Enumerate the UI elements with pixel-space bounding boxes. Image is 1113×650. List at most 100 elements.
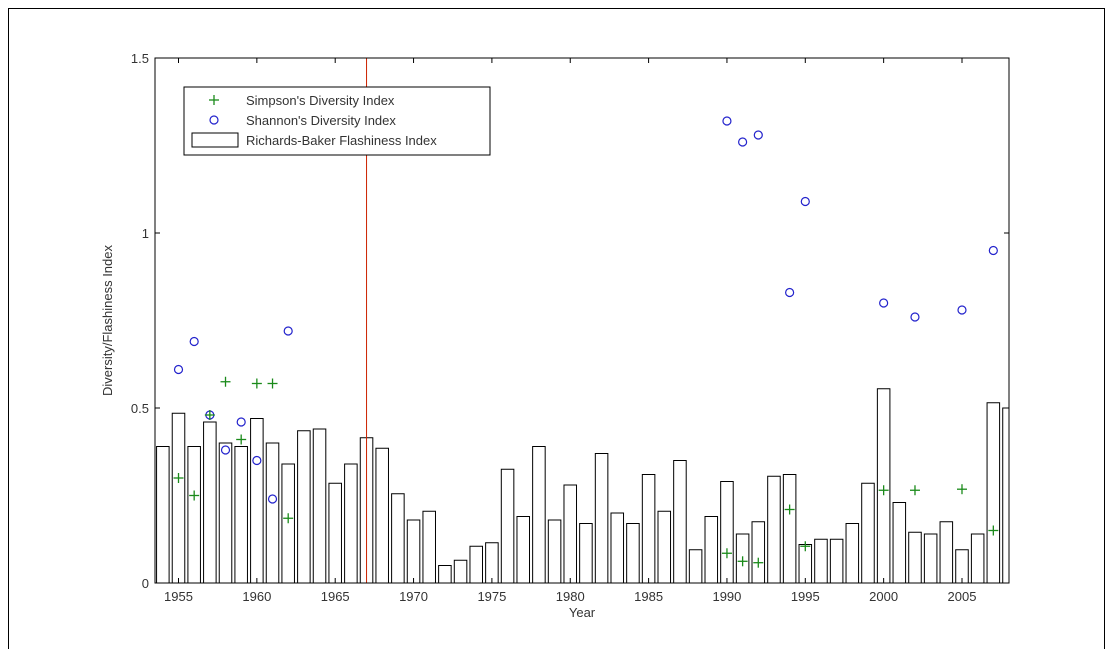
scatter-series xyxy=(173,116,999,568)
legend-plus-marker xyxy=(209,95,219,105)
bar xyxy=(328,482,342,584)
shannon-point xyxy=(722,116,732,126)
y-tick-label: 1.5 xyxy=(131,51,149,66)
simpson-point xyxy=(737,556,748,567)
bar xyxy=(234,446,248,584)
bar xyxy=(422,510,436,584)
shannon-point xyxy=(283,326,293,336)
bar xyxy=(563,484,578,584)
x-axis-label: Year xyxy=(569,605,596,620)
bar xyxy=(751,521,766,584)
plot-area-border xyxy=(154,57,1010,584)
bar xyxy=(626,523,640,584)
bar xyxy=(469,545,483,584)
simpson-point xyxy=(283,513,294,524)
bar xyxy=(673,460,687,584)
chart: 1955 1960 1965 1970 1975 1980 1985 1990 1995 2000… xyxy=(100,51,1010,620)
bar xyxy=(657,510,672,584)
bar xyxy=(579,523,593,584)
simpson-point xyxy=(909,485,920,496)
bar xyxy=(391,493,405,584)
bar xyxy=(187,446,201,584)
simpson-point xyxy=(173,473,184,483)
bar xyxy=(970,533,985,584)
bar xyxy=(203,421,217,584)
shannon-point xyxy=(738,137,748,147)
bar xyxy=(156,446,170,584)
simpson-point xyxy=(220,376,231,387)
bar xyxy=(986,402,1001,584)
legend-bar-marker xyxy=(191,132,239,148)
bar xyxy=(861,482,875,584)
bar xyxy=(908,531,922,584)
shannon-point xyxy=(236,417,246,427)
bar xyxy=(892,502,907,584)
bar xyxy=(814,538,828,584)
shannon-point xyxy=(785,287,795,298)
legend-label: Richards-Baker Flashiness Index xyxy=(246,133,437,148)
simpson-point xyxy=(753,557,764,568)
bar xyxy=(218,442,233,584)
x-tick-label: 1955 xyxy=(164,589,193,604)
shannon-point xyxy=(879,298,889,308)
bar xyxy=(845,523,860,584)
bar xyxy=(438,565,452,584)
bar xyxy=(547,519,562,584)
bar xyxy=(594,453,609,584)
x-tick-label: 1970 xyxy=(399,589,428,604)
bar xyxy=(1002,407,1010,584)
bar xyxy=(767,475,781,584)
bar xyxy=(688,549,703,584)
bar xyxy=(453,559,468,584)
legend-label: Simpson's Diversity Index xyxy=(246,93,395,108)
bar xyxy=(485,542,499,584)
bar xyxy=(782,474,797,584)
x-tick-label: 1975 xyxy=(477,589,506,604)
x-tick-label: 1965 xyxy=(321,589,350,604)
figure-frame: 1955 1960 1965 1970 1975 1980 1985 1990 1995 2000… xyxy=(8,8,1105,649)
shannon-point xyxy=(910,312,920,322)
legend-label: Shannon's Diversity Index xyxy=(246,113,396,128)
bar xyxy=(829,538,844,584)
legend: Simpson's Diversity Index Shannon's Diver… xyxy=(183,86,491,156)
x-tick-label: 2000 xyxy=(869,589,898,604)
bar xyxy=(265,442,280,584)
shannon-point xyxy=(252,455,262,466)
shannon-point xyxy=(267,494,278,504)
shannon-point xyxy=(988,245,998,256)
bar xyxy=(375,447,389,584)
shannon-point xyxy=(957,305,967,315)
bar xyxy=(297,430,311,584)
x-tick-label: 1990 xyxy=(712,589,741,604)
simpson-point xyxy=(956,484,967,495)
simpson-point xyxy=(204,410,215,420)
bar-series xyxy=(156,388,1010,584)
simpson-point xyxy=(988,525,999,536)
simpson-point xyxy=(267,378,278,389)
shannon-point xyxy=(753,130,763,140)
x-tick-label: 1985 xyxy=(634,589,663,604)
y-tick-label: 0 xyxy=(142,576,149,591)
x-tick-label: 1960 xyxy=(242,589,271,604)
bar xyxy=(281,463,295,584)
simpson-point xyxy=(251,378,262,389)
simpson-point xyxy=(721,548,732,559)
y-tick-label: 1 xyxy=(142,226,149,241)
simpson-point xyxy=(800,541,811,552)
y-tick-label: 0.5 xyxy=(131,401,149,416)
x-tick-label: 1995 xyxy=(791,589,820,604)
bar xyxy=(250,418,264,584)
x-tick-label: 1980 xyxy=(556,589,585,604)
bar xyxy=(532,446,546,584)
y-axis-label: Diversity/Flashiness Index xyxy=(100,245,115,396)
bar xyxy=(720,481,734,584)
legend-circle-marker xyxy=(209,115,219,125)
simpson-point xyxy=(784,504,795,515)
bar xyxy=(641,474,656,584)
shannon-point xyxy=(173,364,184,375)
bar xyxy=(516,516,531,584)
bar xyxy=(704,516,719,584)
bar xyxy=(500,468,515,584)
axes xyxy=(154,57,1010,584)
simpson-point xyxy=(189,490,200,501)
